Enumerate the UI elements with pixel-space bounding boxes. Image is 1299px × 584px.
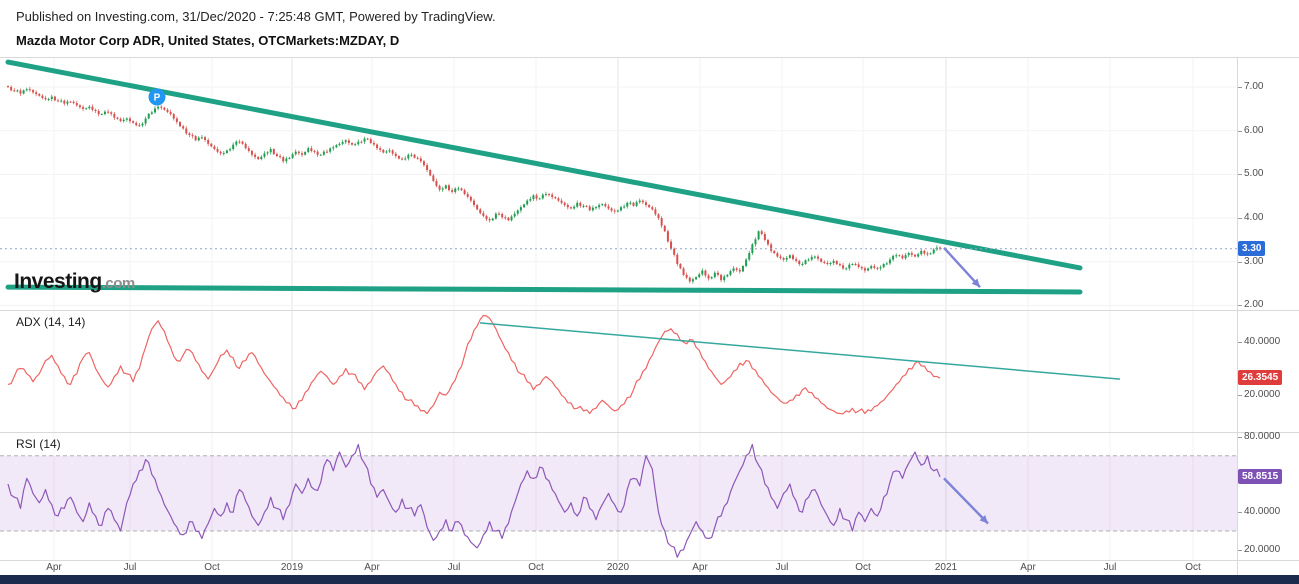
investing-logo: Investing.com — [14, 270, 135, 294]
published-line: Published on Investing.com, 31/Dec/2020 … — [16, 9, 496, 24]
chart-title: Mazda Motor Corp ADR, United States, OTC… — [16, 33, 400, 48]
x-axis-label: 2020 — [606, 562, 630, 573]
price-axis-tick: 6.00 — [1237, 125, 1264, 136]
panel-separator — [0, 310, 1299, 311]
x-axis-label: Jul — [1103, 562, 1117, 573]
x-axis-label: Oct — [855, 562, 871, 573]
x-axis-label: Oct — [528, 562, 544, 573]
rsi-label: RSI (14) — [16, 437, 61, 451]
period-marker — [148, 88, 166, 106]
adx-axis-tick: 40.0000 — [1237, 336, 1281, 347]
price-axis-tick: 3.00 — [1237, 256, 1264, 267]
projection-arrow — [943, 247, 981, 288]
price-badge: 3.30 — [1238, 241, 1266, 256]
adx-chart[interactable] — [0, 310, 1237, 432]
bottom-brand-bar — [0, 575, 1299, 584]
investing-logo-suffix: .com — [101, 275, 136, 292]
rsi-axis-tick: 20.0000 — [1237, 544, 1281, 555]
trendline — [5, 284, 1083, 295]
x-axis-label: 2021 — [934, 562, 958, 573]
x-axis-label: Jul — [775, 562, 789, 573]
x-axis-label: Apr — [364, 562, 380, 573]
rsi-badge: 58.8515 — [1238, 469, 1283, 484]
panel-separator — [0, 560, 1299, 561]
x-axis-label: Jul — [447, 562, 461, 573]
x-axis-label: Oct — [1185, 562, 1201, 573]
rsi-axis-tick: 40.0000 — [1237, 506, 1281, 517]
projection-arrowhead — [971, 278, 980, 288]
projection-arrowhead — [979, 514, 988, 524]
period-marker-label: P — [154, 93, 161, 104]
x-axis-label: Apr — [46, 562, 62, 573]
x-axis-label: Apr — [1020, 562, 1036, 573]
rsi-chart[interactable] — [0, 432, 1237, 560]
panel-separator — [0, 57, 1299, 58]
rsi-line — [7, 443, 941, 558]
rsi-axis-tick: 80.0000 — [1237, 431, 1281, 442]
x-axis-label: 2019 — [280, 562, 304, 573]
x-axis-label: Oct — [204, 562, 220, 573]
projection-arrow — [943, 477, 989, 525]
price-axis-tick: 2.00 — [1237, 299, 1264, 310]
adx-badge: 26.3545 — [1238, 370, 1283, 385]
rsi-band — [0, 455, 1237, 531]
investing-logo-main: Investing — [14, 270, 102, 293]
price-chart[interactable]: P — [0, 57, 1237, 310]
trendline — [5, 59, 1083, 271]
adx-axis-tick: 20.0000 — [1237, 389, 1281, 400]
x-axis-label: Apr — [692, 562, 708, 573]
panel-separator — [0, 432, 1299, 433]
price-axis-tick: 7.00 — [1237, 81, 1264, 92]
x-axis-label: Jul — [123, 562, 137, 573]
adx-label: ADX (14, 14) — [16, 315, 86, 329]
price-axis-tick: 5.00 — [1237, 168, 1264, 179]
price-axis-tick: 4.00 — [1237, 212, 1264, 223]
axis-separator — [1237, 57, 1238, 575]
trendline — [479, 322, 1121, 380]
adx-line — [7, 314, 941, 415]
